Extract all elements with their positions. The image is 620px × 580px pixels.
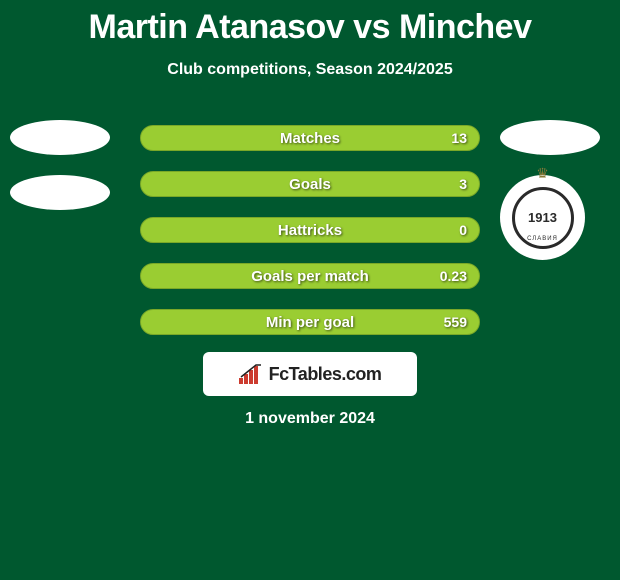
page-title: Martin Atanasov vs Minchev xyxy=(0,0,620,47)
stat-value: 13 xyxy=(451,130,467,146)
stat-row-goals: Goals 3 xyxy=(140,171,480,197)
crest-ring: 1913 СЛАВИЯ xyxy=(512,187,574,249)
stat-row-matches: Matches 13 xyxy=(140,125,480,151)
crown-icon: ♛ xyxy=(536,165,549,182)
left-badge-2 xyxy=(10,175,110,210)
bar-chart-icon xyxy=(239,364,265,384)
crest-year: 1913 xyxy=(528,210,557,225)
stat-label: Goals per match xyxy=(251,268,369,285)
left-player-badges xyxy=(10,120,110,230)
crest-label: СЛАВИЯ xyxy=(527,236,558,242)
stat-value: 0.23 xyxy=(440,268,467,284)
date-text: 1 november 2024 xyxy=(0,410,620,428)
right-badge-1 xyxy=(500,120,600,155)
stat-value: 3 xyxy=(459,176,467,192)
stat-value: 559 xyxy=(444,314,467,330)
right-player-badges: ♛ 1913 СЛАВИЯ xyxy=(500,120,600,260)
left-badge-1 xyxy=(10,120,110,155)
club-crest: ♛ 1913 СЛАВИЯ xyxy=(500,175,585,260)
stat-row-hattricks: Hattricks 0 xyxy=(140,217,480,243)
stat-label: Goals xyxy=(289,176,331,193)
footer-brand-text: FcTables.com xyxy=(269,364,382,385)
stat-value: 0 xyxy=(459,222,467,238)
stat-row-mpg: Min per goal 559 xyxy=(140,309,480,335)
fctables-logo: FcTables.com xyxy=(239,364,382,385)
stat-row-gpm: Goals per match 0.23 xyxy=(140,263,480,289)
stat-label: Hattricks xyxy=(278,222,342,239)
stat-bars: Matches 13 Goals 3 Hattricks 0 Goals per… xyxy=(140,125,480,355)
footer-brand-box: FcTables.com xyxy=(203,352,417,396)
page-subtitle: Club competitions, Season 2024/2025 xyxy=(0,61,620,79)
stat-label: Min per goal xyxy=(266,314,354,331)
stat-label: Matches xyxy=(280,130,340,147)
